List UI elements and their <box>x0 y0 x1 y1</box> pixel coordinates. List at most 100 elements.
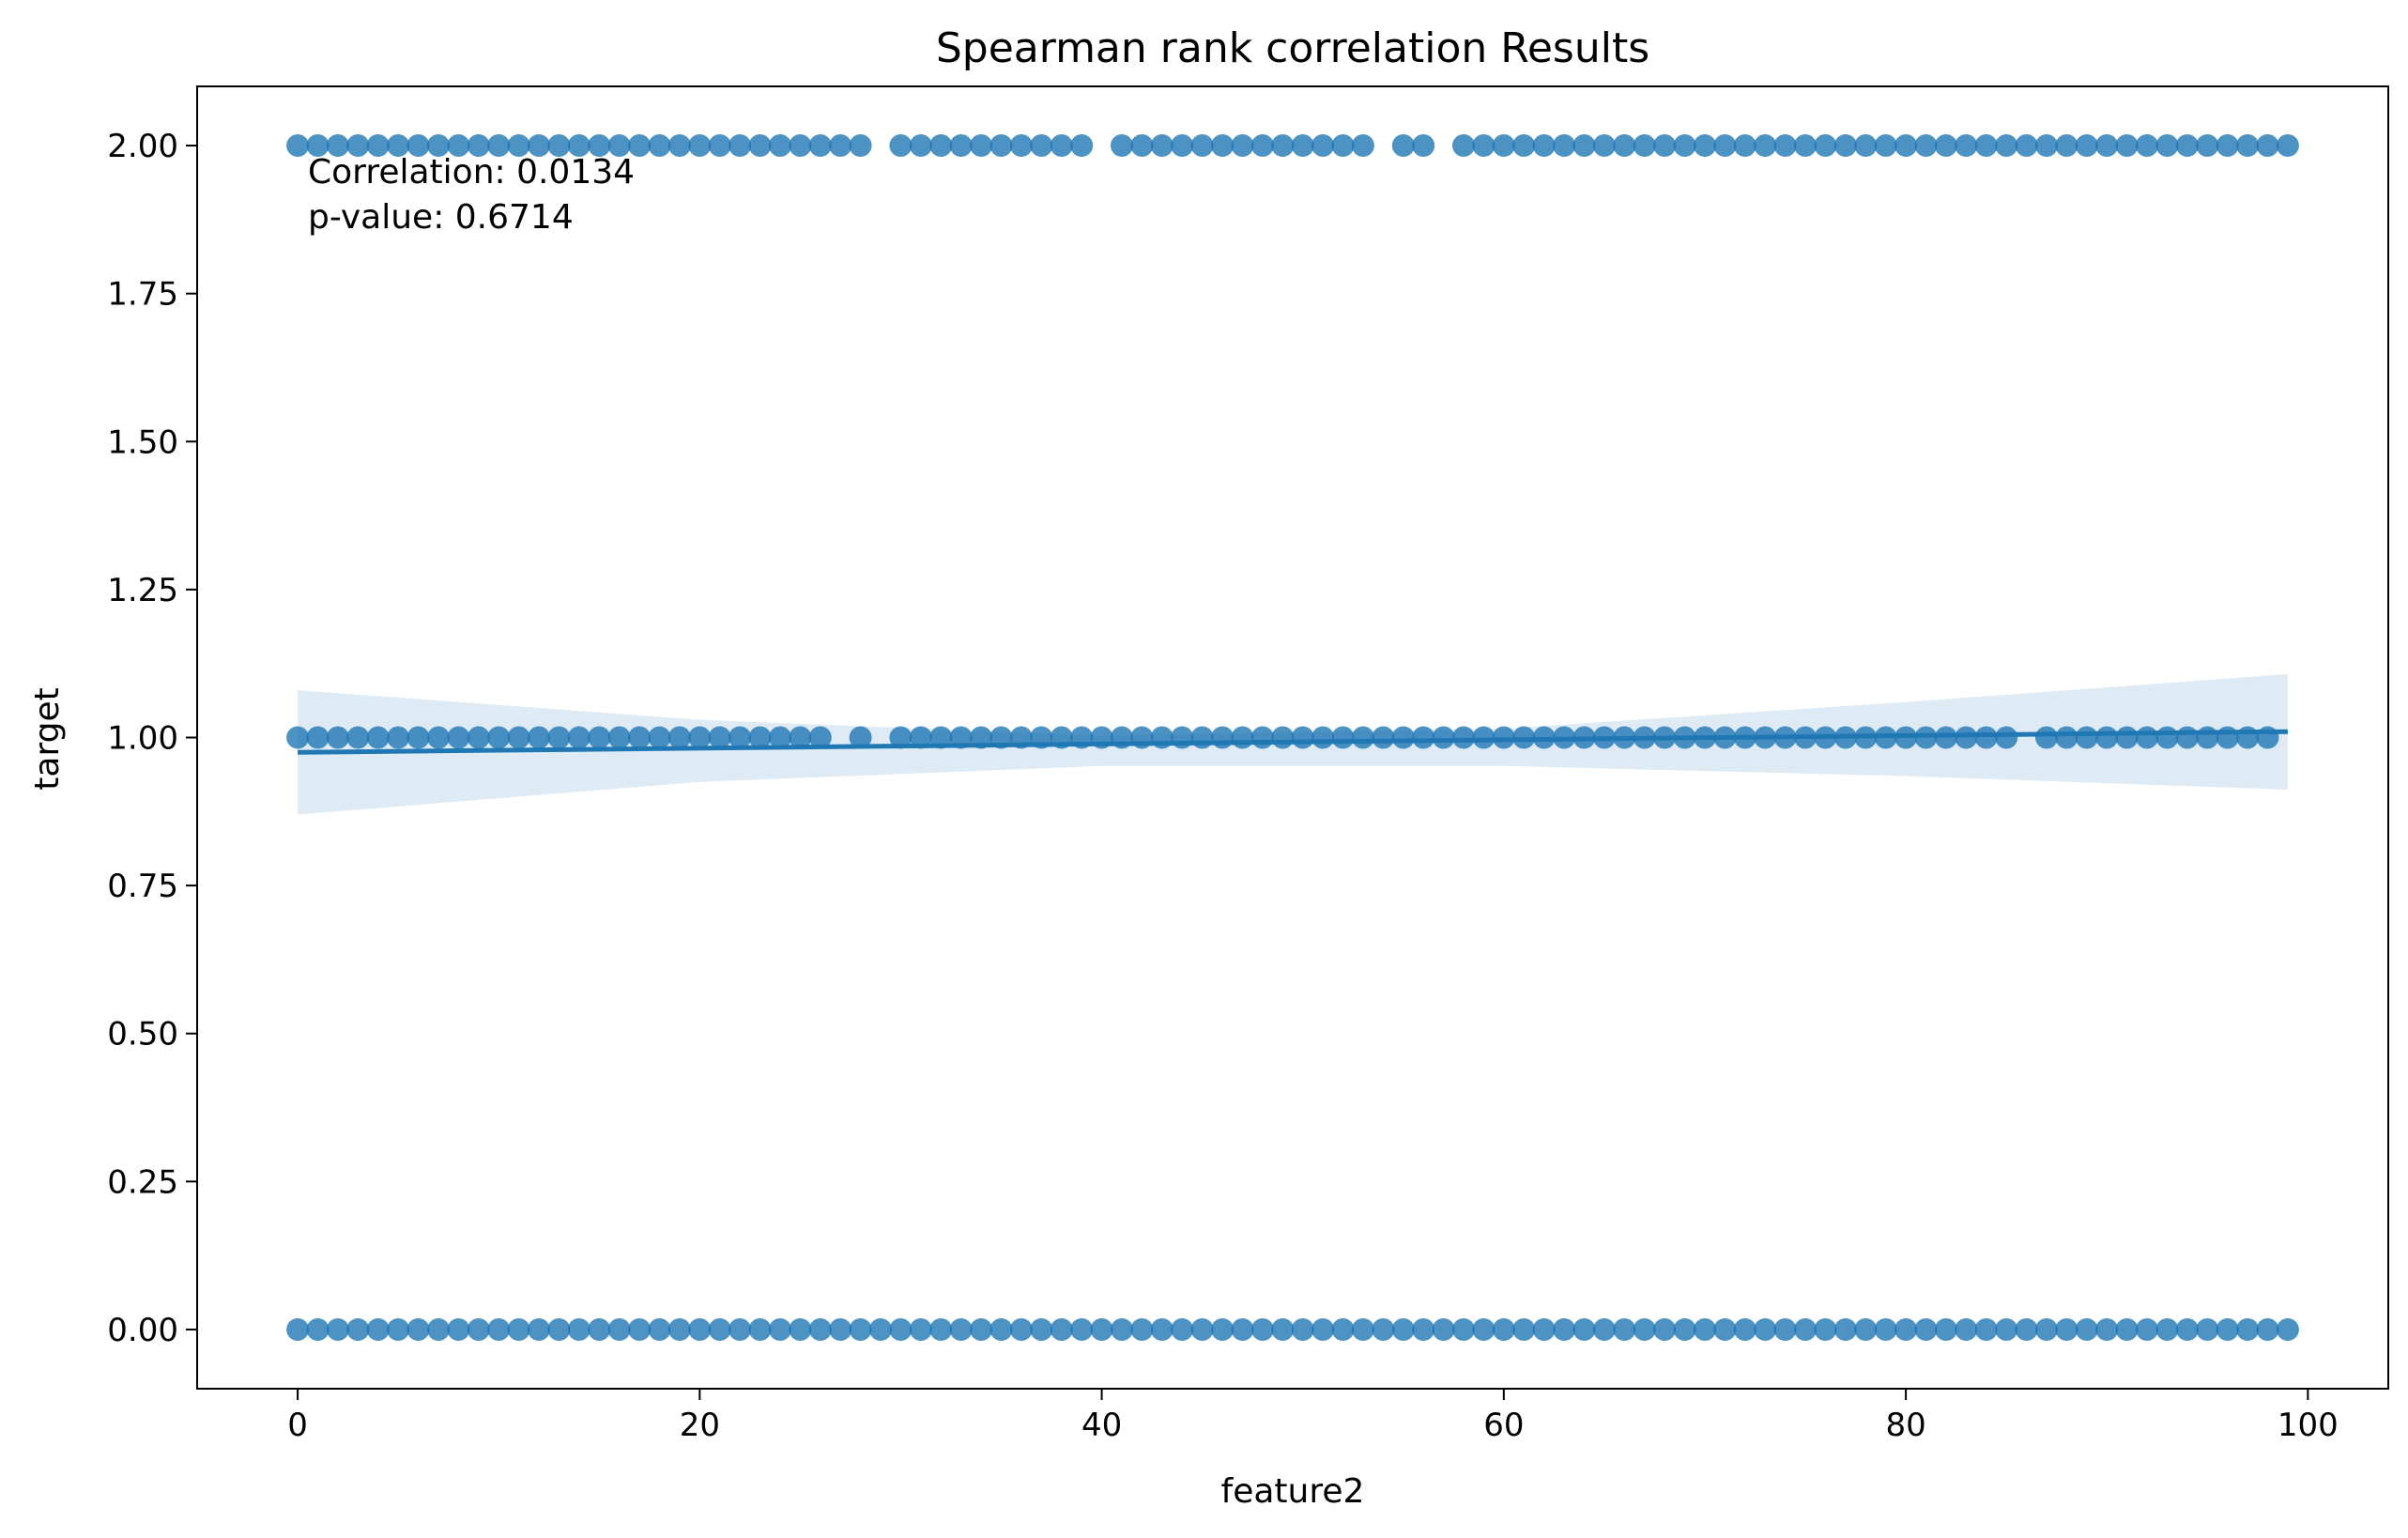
data-point <box>1532 134 1556 157</box>
y-tick-label: 1.50 <box>107 423 178 461</box>
x-tick-label: 80 <box>1885 1407 1925 1444</box>
data-point <box>929 726 953 749</box>
data-point <box>366 726 390 749</box>
data-point <box>1512 1318 1536 1341</box>
data-point <box>406 726 430 749</box>
data-point <box>1351 134 1374 157</box>
data-point <box>306 726 330 749</box>
data-point <box>1773 134 1797 157</box>
data-point <box>1754 1318 1777 1341</box>
data-point <box>989 1318 1013 1341</box>
data-point <box>1492 134 1515 157</box>
data-point <box>769 134 791 157</box>
y-tick-label: 0.75 <box>107 868 178 905</box>
data-point <box>829 134 852 157</box>
x-tick-label: 40 <box>1081 1407 1122 1444</box>
data-point <box>889 134 913 157</box>
data-point <box>1894 134 1918 157</box>
data-point <box>2175 1318 2199 1341</box>
data-point <box>667 726 691 749</box>
data-point <box>1412 726 1435 749</box>
data-point <box>1794 134 1817 157</box>
data-point <box>729 726 752 749</box>
data-point <box>1331 134 1355 157</box>
data-point <box>1452 1318 1475 1341</box>
data-point <box>2035 726 2058 749</box>
data-point <box>286 134 310 157</box>
data-point <box>1532 1318 1556 1341</box>
data-point <box>306 134 330 157</box>
data-point <box>2136 134 2158 157</box>
data-point <box>306 1318 330 1341</box>
data-point <box>889 726 913 749</box>
data-point <box>1713 1318 1737 1341</box>
data-point <box>1934 726 1957 749</box>
data-point <box>688 1318 712 1341</box>
y-tick-label: 0.00 <box>107 1312 178 1349</box>
data-point <box>688 726 712 749</box>
data-point <box>2216 1318 2239 1341</box>
data-point <box>1553 134 1576 157</box>
y-axis: 0.00 0.25 0.50 0.75 1.00 1.25 1.50 1.75 2.00 <box>107 128 197 1349</box>
data-point <box>708 1318 731 1341</box>
data-point <box>487 1318 511 1341</box>
data-point <box>1391 1318 1415 1341</box>
data-point <box>1351 726 1374 749</box>
data-point <box>1592 134 1616 157</box>
data-point <box>1009 1318 1033 1341</box>
data-point <box>2196 134 2219 157</box>
data-point <box>1432 726 1455 749</box>
data-point <box>2136 1318 2158 1341</box>
data-point <box>447 134 470 157</box>
data-point <box>688 134 712 157</box>
data-point <box>808 726 832 749</box>
data-point <box>1694 1318 1716 1341</box>
data-point <box>1512 134 1536 157</box>
data-point <box>989 134 1013 157</box>
data-point <box>1291 726 1314 749</box>
data-point <box>1050 1318 1073 1341</box>
data-point <box>1995 1318 2018 1341</box>
data-point <box>2075 726 2098 749</box>
data-point <box>2055 134 2078 157</box>
data-point <box>1030 134 1053 157</box>
data-point <box>748 134 772 157</box>
data-point <box>628 726 652 749</box>
y-tick-label: 1.75 <box>107 276 178 314</box>
confidence-band-layer <box>298 674 2288 815</box>
data-point <box>1633 134 1656 157</box>
regression-line-layer <box>298 729 2288 755</box>
data-point <box>2216 134 2239 157</box>
data-point <box>789 134 812 157</box>
data-point <box>1814 1318 1837 1341</box>
data-point <box>406 1318 430 1341</box>
data-point <box>346 726 370 749</box>
data-point <box>1190 726 1214 749</box>
data-point <box>286 726 310 749</box>
data-point <box>789 726 812 749</box>
data-point <box>2095 134 2119 157</box>
data-point <box>1553 1318 1576 1341</box>
data-point <box>528 1318 550 1341</box>
data-point <box>1613 134 1636 157</box>
data-point <box>1190 1318 1214 1341</box>
data-point <box>1432 1318 1455 1341</box>
data-point <box>346 1318 370 1341</box>
data-point <box>588 726 611 749</box>
data-point <box>2136 726 2158 749</box>
data-point <box>1391 134 1415 157</box>
data-point <box>507 1318 530 1341</box>
data-point <box>1391 726 1415 749</box>
data-point <box>1372 1318 1395 1341</box>
data-point <box>346 134 370 157</box>
data-point <box>1955 726 1978 749</box>
data-point <box>366 1318 390 1341</box>
data-point <box>467 1318 490 1341</box>
data-point <box>1914 1318 1938 1341</box>
data-point <box>1472 726 1495 749</box>
data-point <box>1472 134 1495 157</box>
data-point <box>708 726 731 749</box>
data-point <box>1995 134 2018 157</box>
data-point <box>2075 1318 2098 1341</box>
data-point <box>628 134 652 157</box>
